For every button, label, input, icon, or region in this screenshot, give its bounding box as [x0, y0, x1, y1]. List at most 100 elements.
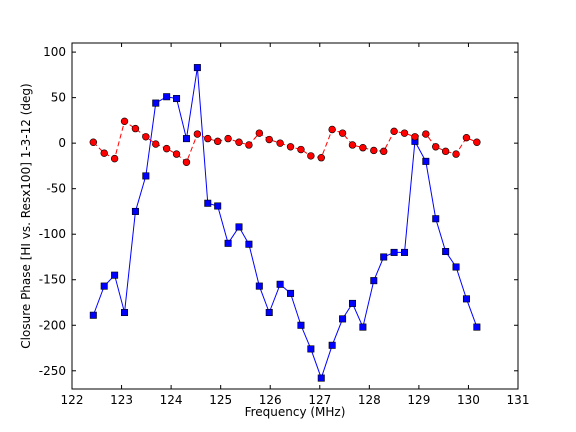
data-point [339, 315, 347, 323]
data-point [100, 282, 108, 290]
x-axis-label: Frequency (MHz) [245, 405, 346, 419]
data-point [193, 130, 202, 138]
data-point [111, 271, 119, 279]
x-tick-label: 129 [407, 393, 430, 407]
data-point [297, 321, 305, 329]
data-point [359, 144, 367, 152]
data-point [348, 141, 357, 149]
data-point [432, 143, 440, 151]
data-point [162, 144, 171, 153]
data-point [131, 207, 139, 215]
data-point [317, 374, 325, 382]
data-point [432, 215, 440, 223]
data-point [172, 150, 181, 158]
data-point [400, 129, 409, 137]
data-point [89, 311, 97, 319]
y-tick-label: -50 [46, 182, 66, 196]
data-point [204, 199, 212, 207]
data-point [422, 130, 430, 138]
data-point [213, 137, 222, 146]
y-tick-label: 100 [43, 45, 66, 59]
data-point [173, 95, 181, 103]
x-tick-label: 131 [507, 393, 530, 407]
data-point [473, 138, 481, 146]
data-point [452, 263, 460, 271]
x-tick-label: 125 [209, 393, 232, 407]
data-point [255, 282, 263, 290]
data-point [182, 158, 191, 166]
data-point [121, 309, 129, 317]
x-tick-label: 123 [110, 393, 133, 407]
data-point [89, 138, 98, 146]
data-point [307, 345, 315, 353]
data-point [370, 146, 378, 155]
y-tick-label: -200 [39, 318, 66, 332]
data-point [235, 223, 243, 231]
data-point [390, 127, 398, 136]
data-point [422, 157, 430, 165]
data-point [110, 154, 119, 163]
data-point [152, 140, 160, 148]
x-tick-label: 128 [358, 393, 381, 407]
data-point [338, 129, 347, 137]
plot-frame [71, 42, 519, 390]
data-point [359, 323, 367, 331]
y-tick-label: -250 [39, 364, 66, 378]
data-point [182, 135, 190, 143]
x-tick-label: 130 [457, 393, 480, 407]
series-0 [89, 64, 481, 382]
data-point [297, 145, 305, 154]
data-point [462, 133, 471, 142]
y-tick-label: 50 [51, 91, 66, 105]
data-point [390, 248, 398, 256]
data-point [370, 277, 378, 285]
data-point [328, 341, 336, 349]
data-point [348, 299, 356, 307]
data-point [265, 309, 273, 317]
data-point [401, 248, 409, 256]
data-point [380, 147, 388, 156]
data-point [245, 240, 253, 248]
data-point [142, 172, 150, 180]
plot-series [89, 64, 481, 382]
data-point [287, 289, 295, 297]
x-tick-label: 127 [308, 393, 331, 407]
data-point [152, 99, 160, 107]
data-point [204, 134, 212, 143]
data-point [276, 280, 284, 288]
data-point [193, 64, 201, 72]
data-point [131, 124, 140, 133]
y-tick-label: -100 [39, 227, 66, 241]
series-1 [89, 117, 481, 166]
data-point [100, 149, 108, 157]
data-point [452, 150, 460, 158]
x-tick-label: 126 [259, 393, 282, 407]
data-point [245, 141, 253, 149]
data-point [411, 133, 419, 141]
axis-ticks: 122 123 124 125 126 127 128 129 130 131 100 50 0 -50 -… [39, 43, 530, 407]
data-point [441, 147, 450, 156]
data-point [214, 202, 222, 210]
data-point [276, 139, 284, 147]
data-point [307, 152, 315, 160]
data-point [120, 117, 129, 126]
y-tick-label: -150 [39, 273, 66, 287]
data-point [224, 134, 232, 143]
data-point [462, 295, 470, 303]
data-point [328, 125, 336, 134]
data-point [163, 93, 171, 101]
y-axis-label: Closure Phase [HI vs. Resx100] 1-3-12 (d… [19, 83, 33, 348]
data-point [235, 138, 243, 146]
data-point [142, 133, 150, 141]
data-point [380, 253, 388, 261]
x-tick-label: 124 [160, 393, 183, 407]
data-point [442, 248, 450, 256]
data-point [286, 143, 295, 151]
data-point [224, 239, 232, 247]
x-tick-label: 122 [61, 393, 84, 407]
data-point [265, 135, 273, 144]
data-point [255, 129, 264, 137]
data-point [473, 323, 481, 331]
